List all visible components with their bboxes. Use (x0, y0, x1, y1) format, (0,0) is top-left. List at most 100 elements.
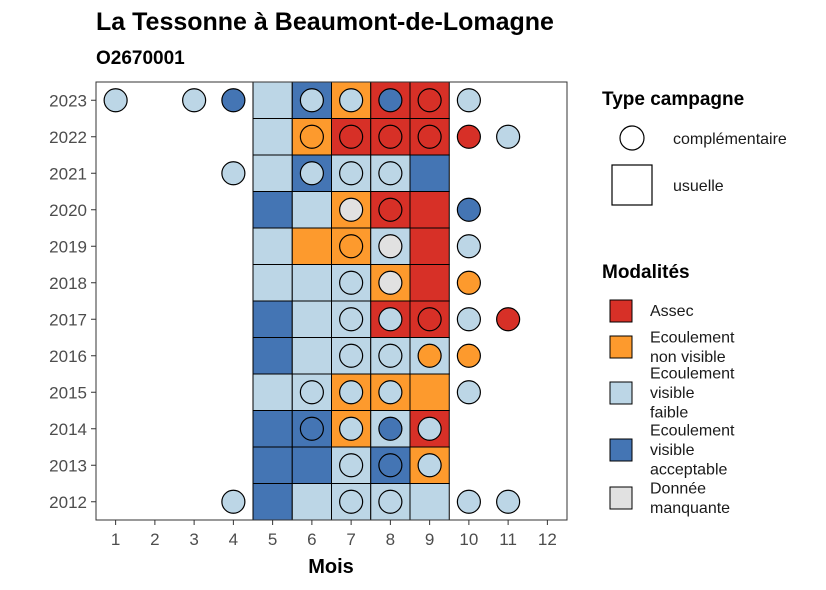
tile-2018-9 (409, 264, 450, 302)
tile-2015-5 (252, 373, 293, 411)
y-tick-label: 2017 (49, 310, 87, 329)
point-2018-10 (456, 270, 481, 295)
x-tick-label: 1 (111, 530, 120, 549)
tile-2012-9 (409, 483, 450, 521)
legend-color-key (609, 438, 633, 462)
tile-2019-9 (409, 227, 450, 265)
x-axis-title: Mois (308, 556, 354, 578)
tile-2019-5 (252, 227, 293, 265)
point-2017-7 (339, 307, 364, 332)
point-2017-8 (378, 307, 403, 332)
legend-type-title: Type campagne (602, 89, 744, 110)
point-2014-9 (417, 416, 442, 441)
point-2016-8 (378, 343, 403, 368)
tile-2016-5 (252, 337, 293, 375)
y-tick-label: 2022 (49, 128, 87, 147)
legend-circle-key (619, 125, 645, 151)
x-tick-label: 5 (268, 530, 277, 549)
point-2019-10 (456, 234, 481, 259)
tile-2014-5 (252, 410, 293, 448)
point-2022-7 (339, 124, 364, 149)
chart-title: La Tessonne à Beaumont-de-Lomagne (96, 8, 554, 36)
point-2020-8 (378, 197, 403, 222)
tile-2013-6 (291, 446, 332, 484)
x-tick-label: 7 (346, 530, 355, 549)
legend-color-key (609, 381, 633, 405)
point-2014-6 (299, 416, 324, 441)
point-2020-10 (456, 197, 481, 222)
x-axis: 1 2 3 4 5 6 7 8 9 10 11 12 (111, 520, 557, 549)
point-2018-7 (339, 270, 364, 295)
tile-2022-6 (291, 118, 332, 156)
point-2023-6 (299, 88, 324, 113)
point-2017-9 (417, 307, 442, 332)
point-2012-7 (339, 489, 364, 514)
x-tick-label: 4 (229, 530, 238, 549)
tile-2012-6 (291, 483, 332, 521)
tile-2017-6 (291, 300, 332, 338)
tile-2022-5 (252, 118, 293, 156)
point-2012-10 (456, 489, 481, 514)
point-2023-7 (339, 88, 364, 113)
x-tick-label: 3 (189, 530, 198, 549)
point-2016-7 (339, 343, 364, 368)
point-2015-8 (378, 380, 403, 405)
legend-modal-label: Assec (650, 303, 694, 320)
point-2023-9 (417, 88, 442, 113)
plot-border (95, 81, 568, 521)
x-tick-label: 2 (150, 530, 159, 549)
point-2017-11 (496, 307, 521, 332)
legend-modal-label: Ecoulement non visible (650, 329, 735, 366)
point-2015-6 (299, 380, 324, 405)
point-2015-10 (456, 380, 481, 405)
point-2015-7 (339, 380, 364, 405)
x-tick-label: 8 (386, 530, 395, 549)
legend-modal-label: Ecoulement visible faible (650, 366, 735, 422)
tile-2016-6 (291, 337, 332, 375)
point-2016-10 (456, 343, 481, 368)
tile-2020-5 (252, 191, 293, 229)
y-tick-label: 2019 (49, 237, 87, 256)
point-2019-8 (378, 234, 403, 259)
point-2022-9 (417, 124, 442, 149)
point-2021-6 (299, 161, 324, 186)
point-2023-3 (182, 88, 207, 113)
point-2022-8 (378, 124, 403, 149)
y-axis: 2012 2013 2014 2015 2016 2017 2018 2019 2020 2021… (49, 91, 96, 512)
tile-2020-9 (409, 191, 450, 229)
tile-2023-5 (252, 81, 293, 119)
point-2020-7 (339, 197, 364, 222)
point-2013-8 (378, 453, 403, 478)
tile-2020-6 (291, 191, 332, 229)
tile-2013-5 (252, 446, 293, 484)
point-2021-8 (378, 161, 403, 186)
usuelle-tiles (252, 81, 450, 521)
legend-color-key (609, 335, 633, 359)
y-tick-label: 2023 (49, 91, 87, 110)
point-2023-4 (221, 88, 246, 113)
point-2014-8 (378, 416, 403, 441)
y-tick-label: 2020 (49, 201, 87, 220)
tile-2021-5 (252, 154, 293, 192)
tile-2021-9 (409, 154, 450, 192)
tile-2012-5 (252, 483, 293, 521)
point-2018-8 (378, 270, 403, 295)
tile-2015-9 (409, 373, 450, 411)
legend-type-label: usuelle (673, 178, 724, 195)
point-2022-11 (496, 124, 521, 149)
x-tick-label: 11 (499, 530, 517, 549)
point-2023-1 (103, 88, 128, 113)
point-2016-9 (417, 343, 442, 368)
y-tick-label: 2015 (49, 383, 87, 402)
point-2023-8 (378, 88, 403, 113)
legend-modal-label: Ecoulement visible acceptable (650, 423, 735, 479)
y-tick-label: 2012 (49, 493, 87, 512)
x-tick-label: 9 (425, 530, 434, 549)
x-tick-label: 10 (459, 530, 478, 549)
point-2012-4 (221, 489, 246, 514)
x-tick-label: 12 (538, 530, 557, 549)
point-2014-7 (339, 416, 364, 441)
tile-2018-6 (291, 264, 332, 302)
tile-2019-6 (291, 227, 332, 265)
